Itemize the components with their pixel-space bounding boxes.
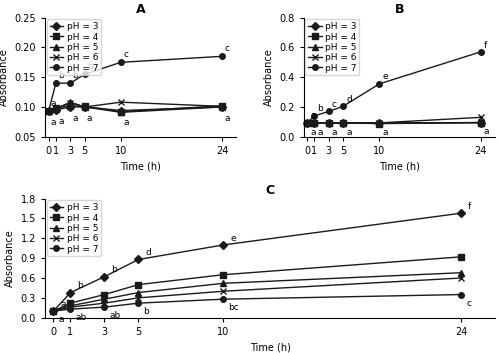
Title: C: C: [266, 185, 274, 197]
Text: f: f: [468, 202, 471, 211]
Text: b: b: [58, 71, 64, 80]
Text: b: b: [87, 62, 92, 71]
Text: a: a: [346, 128, 352, 137]
Text: c: c: [332, 100, 336, 109]
Text: a: a: [310, 128, 316, 137]
X-axis label: Time (h): Time (h): [250, 342, 290, 352]
X-axis label: Time (h): Time (h): [379, 161, 420, 171]
Text: a: a: [58, 117, 64, 126]
Text: e: e: [230, 234, 235, 243]
Text: b: b: [78, 281, 83, 290]
Text: a: a: [60, 300, 66, 309]
Text: b: b: [72, 71, 78, 80]
Legend: pH = 3, pH = 4, pH = 5, pH = 6, pH = 7: pH = 3, pH = 4, pH = 5, pH = 6, pH = 7: [47, 19, 101, 75]
Text: a: a: [72, 114, 78, 123]
Text: a: a: [310, 112, 316, 120]
Text: bc: bc: [228, 303, 239, 312]
Legend: pH = 3, pH = 4, pH = 5, pH = 6, pH = 7: pH = 3, pH = 4, pH = 5, pH = 6, pH = 7: [47, 201, 101, 256]
Text: f: f: [484, 41, 486, 49]
Text: d: d: [145, 248, 151, 257]
Text: a: a: [51, 99, 57, 108]
X-axis label: Time (h): Time (h): [120, 161, 161, 171]
Y-axis label: Absorbance: Absorbance: [5, 229, 15, 287]
Text: b: b: [111, 265, 117, 274]
Text: d: d: [346, 95, 352, 104]
Text: a: a: [123, 118, 128, 127]
Text: a: a: [332, 128, 337, 137]
Text: b: b: [317, 104, 323, 114]
Y-axis label: Absorbance: Absorbance: [0, 48, 9, 106]
Text: c: c: [123, 50, 128, 59]
Text: c: c: [224, 44, 229, 53]
Text: a: a: [58, 315, 64, 324]
Text: ab: ab: [76, 313, 87, 322]
Text: a: a: [51, 118, 57, 127]
Legend: pH = 3, pH = 4, pH = 5, pH = 6, pH = 7: pH = 3, pH = 4, pH = 5, pH = 6, pH = 7: [306, 19, 360, 75]
Title: B: B: [394, 4, 404, 17]
Text: a: a: [224, 114, 230, 123]
Text: b: b: [144, 307, 149, 316]
Text: a: a: [484, 127, 489, 136]
Text: c: c: [466, 299, 471, 308]
Text: a: a: [87, 114, 92, 123]
Title: A: A: [136, 4, 145, 17]
Text: a: a: [382, 128, 388, 137]
Text: e: e: [382, 72, 388, 82]
Y-axis label: Absorbance: Absorbance: [264, 48, 274, 106]
Text: ab: ab: [110, 311, 121, 320]
Text: a: a: [317, 128, 322, 137]
